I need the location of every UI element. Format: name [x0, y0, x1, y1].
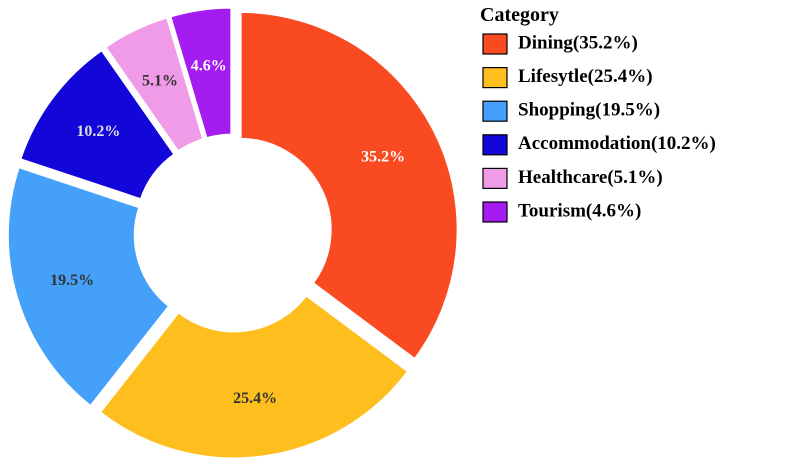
legend-swatch: [482, 100, 508, 122]
legend-swatch: [482, 66, 508, 89]
slice-lifesytle: [97, 293, 411, 461]
slice-label-shopping: 19.5%: [50, 272, 94, 289]
slice-healthcare: [103, 15, 206, 154]
legend-swatch: [482, 201, 508, 223]
slice-shopping: [5, 165, 172, 409]
legend-title: Category: [480, 4, 559, 26]
slice-label-dining: 35.2%: [361, 148, 405, 165]
slice-label-healthcare: 5.1%: [142, 72, 178, 89]
legend-item-accommodation: Accommodation(10.2%): [482, 133, 716, 156]
legend: Category Dining(35.2%) Lifesytle(25.4%) Sh…: [480, 4, 716, 223]
legend-swatch: [482, 33, 508, 55]
legend-item-lifesytle: Lifesytle(25.4%): [482, 66, 653, 89]
legend-label: Shopping(19.5%): [518, 100, 660, 121]
legend-label: Healthcare(5.1%): [518, 167, 663, 188]
legend-label: Accommodation(10.2%): [518, 133, 716, 154]
slice-label-lifesytle: 25.4%: [233, 390, 277, 407]
slice-label-tourism: 4.6%: [191, 57, 227, 74]
slice-tourism: [168, 5, 234, 141]
slice-label-accommodation: 10.2%: [76, 123, 120, 140]
legend-swatch: [482, 134, 508, 156]
slices: [5, 5, 460, 461]
legend-swatch: [482, 167, 508, 189]
legend-item-dining: Dining(35.2%): [482, 32, 638, 55]
legend-item-healthcare: Healthcare(5.1%): [482, 167, 663, 189]
legend-label: Tourism(4.6%): [518, 200, 641, 221]
legend-item-tourism: Tourism(4.6%): [482, 200, 641, 223]
legend-label: Dining(35.2%): [518, 32, 638, 53]
slice-labels: 35.2% 25.4% 19.5% 10.2% 5.1% 4.6%: [50, 57, 405, 407]
legend-label: Lifesytle(25.4%): [518, 66, 653, 87]
legend-items: Dining(35.2%) Lifesytle(25.4%) Shopping(19…: [482, 32, 716, 223]
legend-item-shopping: Shopping(19.5%): [482, 100, 660, 122]
slice-accommodation: [18, 47, 177, 202]
slice-dining: [238, 9, 460, 362]
